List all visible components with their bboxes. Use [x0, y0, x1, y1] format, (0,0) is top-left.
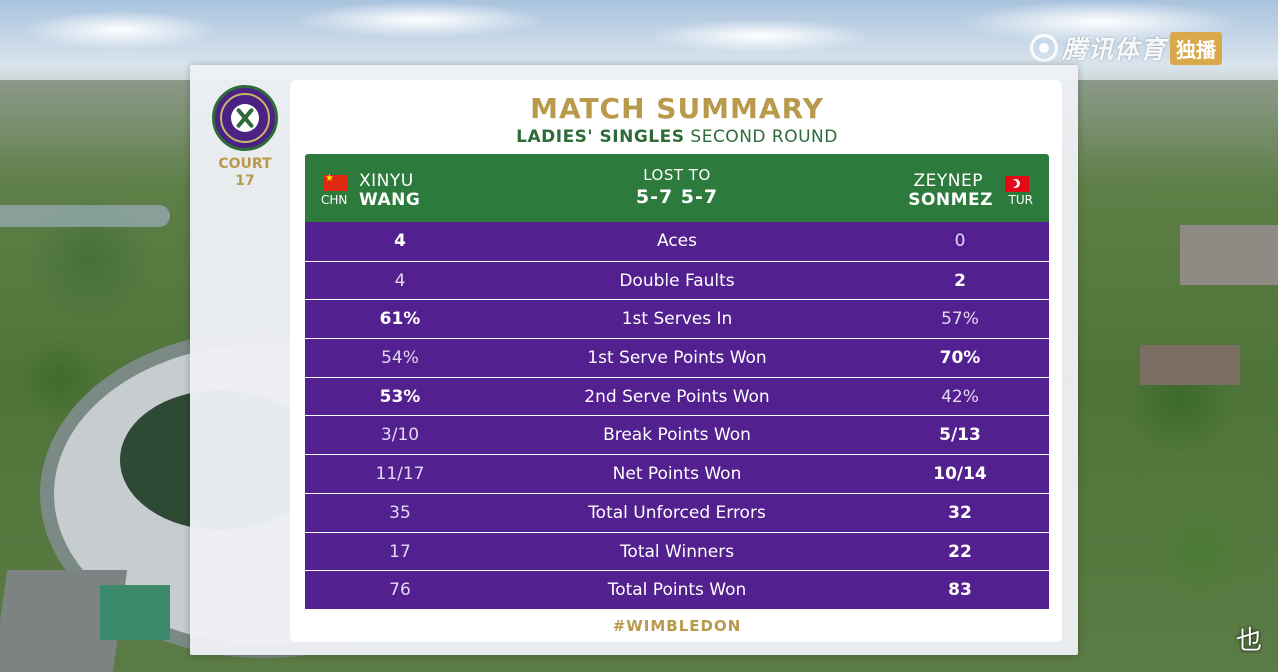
stat-left-value: 35	[389, 502, 411, 523]
round-name: SECOND ROUND	[690, 127, 838, 147]
court-number: 17	[235, 173, 255, 189]
stat-label: 1st Serves In	[621, 309, 733, 330]
stat-label: Total Unforced Errors	[588, 502, 766, 523]
page-title: MATCH SUMMARY	[530, 92, 824, 125]
stat-label: Aces	[657, 231, 697, 251]
watermark-text: 腾讯体育	[1062, 35, 1167, 64]
stat-left-value: 3/10	[380, 425, 420, 446]
river	[0, 205, 170, 227]
stat-left-value: 17	[389, 541, 411, 562]
stat-row: 76 Total Points Won 83	[305, 570, 1049, 609]
stat-right-value: 22	[948, 541, 972, 562]
stat-right-value: 2	[954, 270, 966, 291]
china-flag-icon	[323, 173, 347, 191]
country-code-right: TUR	[1008, 193, 1033, 207]
tencent-sports-logo-icon	[1030, 34, 1058, 62]
stat-label: Total Points Won	[607, 580, 747, 601]
building	[1140, 345, 1240, 385]
stat-row: 54% 1st Serve Points Won 70%	[305, 338, 1049, 377]
stat-label: 1st Serve Points Won	[587, 348, 767, 369]
stat-row: 11/17 Net Points Won 10/14	[305, 454, 1049, 493]
stat-right-value: 70%	[939, 348, 981, 369]
stat-label: Break Points Won	[603, 425, 751, 446]
match-result: LOST TO 5-7 5-7	[577, 166, 777, 208]
last-name-left: WANG	[359, 190, 421, 210]
stat-row: 3/10 Break Points Won 5/13	[305, 415, 1049, 455]
stat-right-value: 10/14	[933, 464, 987, 485]
stats-table: 4 Aces 0 4 Double Faults 2 61% 1st Serves In 57%…	[305, 222, 1049, 609]
watermark-badge: 独播	[1170, 31, 1223, 65]
stat-row: 4 Aces 0	[305, 222, 1049, 261]
stat-left-value: 54%	[381, 348, 419, 369]
stat-right-value: 0	[954, 231, 966, 251]
stat-label: Net Points Won	[612, 464, 742, 485]
wimbledon-logo	[212, 85, 278, 151]
country-code-left: CHN	[321, 193, 348, 207]
court-word: COURT	[218, 156, 272, 172]
stat-left-value: 4	[394, 231, 406, 251]
stat-row: 35 Total Unforced Errors 32	[305, 492, 1049, 532]
court-label: COURT 17	[205, 156, 285, 190]
hashtag: #WIMBLEDON	[612, 617, 742, 635]
stat-label: 2nd Serve Points Won	[584, 386, 770, 407]
stat-right-value: 57%	[941, 309, 979, 330]
last-name-right: SONMEZ	[908, 190, 993, 210]
stat-left-value: 4	[394, 270, 406, 291]
stat-left-value: 76	[389, 580, 411, 601]
stat-row: 61% 1st Serves In 57%	[305, 299, 1049, 339]
stat-right-value: 42%	[941, 386, 979, 407]
stat-row: 17 Total Winners 22	[305, 531, 1049, 571]
first-name-right: ZEYNEP	[913, 171, 983, 191]
result-status: LOST TO	[643, 166, 711, 184]
page-subtitle: LADIES' SINGLES SECOND ROUND	[305, 127, 1049, 147]
stat-label: Double Faults	[619, 270, 735, 291]
stat-left-value: 53%	[379, 386, 421, 407]
crossed-rackets-icon	[231, 104, 259, 132]
building	[1180, 225, 1278, 285]
corner-glyph: 也	[1236, 626, 1263, 656]
stat-row: 53% 2nd Serve Points Won 42%	[305, 376, 1049, 416]
player-left: CHN XINYU WANG	[321, 169, 451, 210]
turkey-flag-icon	[1005, 176, 1029, 192]
event-name: LADIES' SINGLES	[516, 127, 685, 147]
stat-left-value: 11/17	[375, 464, 425, 485]
stat-right-value: 83	[948, 580, 972, 601]
stat-right-value: 32	[948, 502, 972, 523]
match-header: CHN XINYU WANG LOST TO 5-7 5-7 TUR ZEYNE…	[305, 154, 1049, 222]
logo-ring	[220, 93, 270, 143]
result-score: 5-7 5-7	[635, 186, 719, 208]
stat-left-value: 61%	[379, 309, 421, 330]
stat-row: 4 Double Faults 2	[305, 260, 1049, 300]
player-right: TUR ZEYNEP SONMEZ	[893, 169, 1033, 210]
stat-label: Total Winners	[619, 541, 735, 562]
stat-right-value: 5/13	[939, 425, 981, 446]
first-name-left: XINYU	[359, 171, 414, 191]
broadcaster-watermark: 腾讯体育 独播	[1030, 31, 1223, 65]
outer-court	[100, 585, 170, 640]
